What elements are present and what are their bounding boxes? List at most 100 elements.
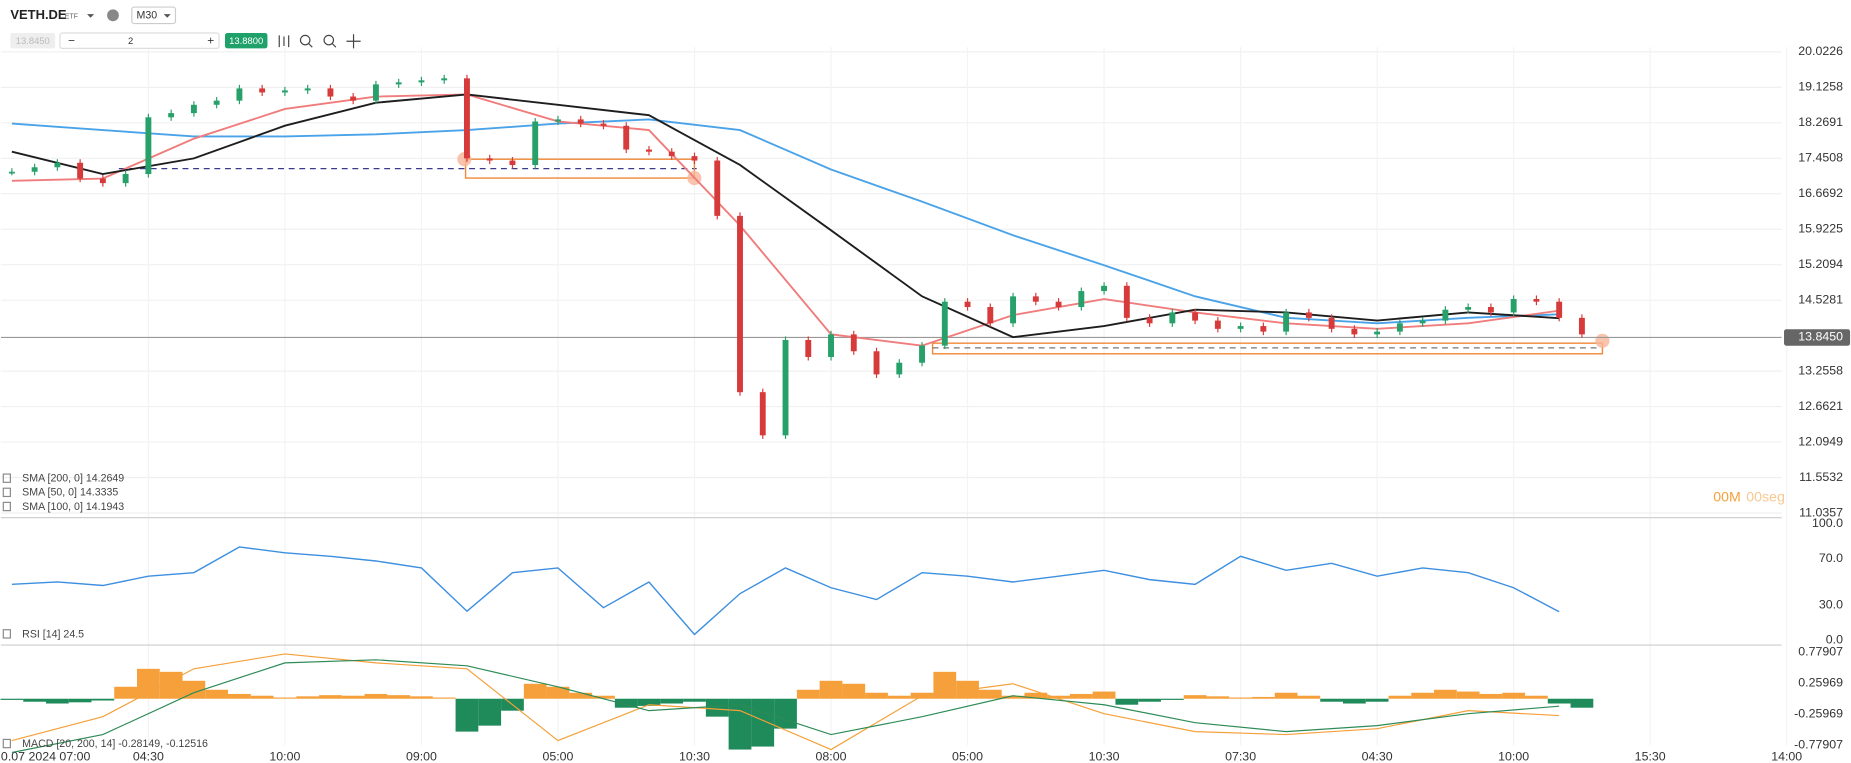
histogram-bar <box>1570 698 1594 708</box>
histogram-bar <box>819 680 843 699</box>
histogram-bar <box>774 698 797 729</box>
candle <box>1055 301 1062 308</box>
tool-icons[interactable] <box>278 34 361 49</box>
timer-seconds: 00seg <box>1746 488 1785 504</box>
histogram-bar <box>159 671 183 699</box>
candle <box>1260 326 1267 332</box>
macd-line <box>11 659 1560 754</box>
y-tick-label: 0.25969 <box>1798 675 1843 689</box>
quantity-box[interactable] <box>59 32 220 49</box>
candle <box>577 119 584 124</box>
legend-entry: SMA [50, 0] 14.3335 <box>22 487 118 499</box>
handle[interactable] <box>1595 333 1610 348</box>
quantity[interactable]: 2 <box>128 35 133 46</box>
timer-minutes: 00M <box>1713 488 1741 504</box>
current-price-box <box>1784 329 1851 346</box>
ask[interactable]: 13.8800 <box>229 35 263 46</box>
candle <box>327 88 334 97</box>
candle <box>1078 291 1085 308</box>
y-tick-label: 100.0 <box>1812 516 1843 530</box>
histogram-bar <box>1160 698 1184 700</box>
candle <box>168 113 175 118</box>
sma-line <box>11 93 1560 347</box>
bid[interactable]: 13.8450 <box>16 35 50 46</box>
y-tick-label: 18.2691 <box>1798 115 1843 129</box>
histogram-bar <box>1115 698 1139 705</box>
ask-box[interactable] <box>225 33 268 49</box>
x-tick-label: 09:00 <box>406 749 437 763</box>
candle <box>532 121 539 166</box>
histogram-bar <box>796 689 820 699</box>
histogram-bar <box>705 698 729 717</box>
histogram-bar <box>410 696 433 699</box>
histogram-bar <box>319 695 342 699</box>
y-tick-label: 14.5281 <box>1798 292 1843 306</box>
candle <box>77 162 84 179</box>
histogram-bar <box>1388 695 1412 699</box>
current-price-label: 13.8450 <box>1798 330 1843 344</box>
histogram-bar <box>1502 692 1526 699</box>
candle <box>1123 285 1130 318</box>
y-tick-label: 12.6621 <box>1798 399 1843 413</box>
candle <box>122 174 129 184</box>
candle <box>1510 299 1517 313</box>
histogram-bar <box>1411 692 1435 699</box>
candle <box>1146 317 1153 324</box>
y-tick-label: 20.0226 <box>1798 44 1843 58</box>
candle <box>1305 312 1312 318</box>
candle <box>919 345 925 363</box>
candle <box>555 119 561 122</box>
histogram-bar <box>1274 692 1298 699</box>
timeframe-box[interactable] <box>131 6 177 25</box>
histogram-bar <box>842 683 866 699</box>
histogram-bar <box>1365 698 1389 702</box>
histogram-bar <box>1138 698 1161 702</box>
plus[interactable]: + <box>207 34 214 47</box>
histogram-bar <box>728 698 752 750</box>
candle <box>31 167 38 172</box>
histogram-bar <box>523 683 547 699</box>
x-start-label: 0.07 2024 07:00 <box>1 749 91 763</box>
bid-box[interactable] <box>10 33 56 49</box>
candle <box>1169 312 1176 324</box>
grid <box>0 47 1788 746</box>
info-icon[interactable] <box>107 9 119 22</box>
x-tick-label: 14:00 <box>1771 749 1802 763</box>
candle <box>987 307 994 324</box>
candle <box>145 117 152 175</box>
timeframe[interactable]: M30 <box>137 10 158 22</box>
candle <box>1010 296 1017 324</box>
histogram-bar <box>1069 693 1093 699</box>
minus[interactable]: − <box>68 34 75 47</box>
histogram-bar <box>182 680 206 699</box>
histogram-bar <box>1047 695 1070 699</box>
candle <box>486 158 493 161</box>
x-tick-label: 07:30 <box>1225 749 1256 763</box>
candle <box>350 96 357 101</box>
candle <box>54 162 61 168</box>
candle <box>1487 307 1494 313</box>
candle <box>1214 320 1221 329</box>
histogram-bar <box>1229 697 1252 699</box>
candle <box>1396 323 1403 332</box>
histogram-bar <box>933 671 957 699</box>
histogram-bar <box>341 695 365 699</box>
histogram-bar <box>68 698 92 703</box>
legend-entry: SMA [100, 0] 14.1943 <box>22 501 124 513</box>
candle <box>190 104 197 114</box>
histogram-bar <box>637 698 661 706</box>
dropdown-icon[interactable] <box>87 14 95 18</box>
y-tick-label: 70.0 <box>1819 551 1843 565</box>
y-tick-label: 0.77907 <box>1798 644 1843 658</box>
macd-line <box>11 653 1560 751</box>
candle <box>737 215 743 393</box>
histogram-bar <box>683 698 706 702</box>
dropdown-icon[interactable] <box>163 14 171 18</box>
legend-icon <box>2 501 11 512</box>
histogram-bar <box>614 698 638 708</box>
histogram-bar <box>45 698 69 704</box>
range-box[interactable] <box>464 158 696 179</box>
symbol[interactable]: VETH.DE <box>10 7 67 22</box>
y-tick-label: 30.0 <box>1819 598 1843 612</box>
